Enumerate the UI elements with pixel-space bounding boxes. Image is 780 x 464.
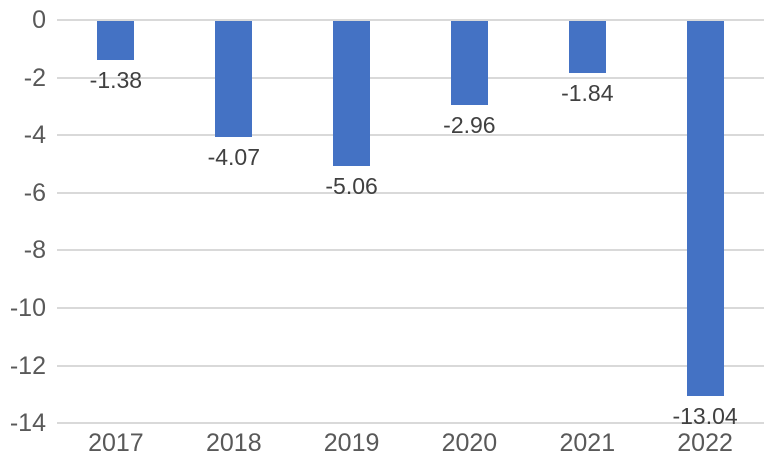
bar-value-label: -1.38: [89, 66, 143, 93]
bar-2022: [686, 21, 724, 396]
gridline: [57, 364, 764, 367]
y-tick-label: 0: [32, 6, 46, 34]
bar-2019: [333, 21, 371, 166]
y-tick-label: -2: [23, 63, 46, 92]
bar-value-label: -1.84: [561, 80, 614, 106]
y-tick-label: -14: [9, 409, 46, 438]
bar-value-label: -5.06: [325, 172, 378, 199]
x-tick-label: 2019: [323, 429, 380, 457]
gridline: [57, 307, 764, 309]
x-tick-label: 2021: [559, 429, 616, 457]
gridline: [57, 422, 764, 425]
gridline: [57, 19, 764, 21]
x-tick-label: 2020: [441, 429, 498, 457]
y-tick-label: -8: [23, 236, 46, 265]
y-tick-label: -12: [9, 351, 46, 380]
x-tick-label: 2022: [677, 429, 733, 457]
x-tick-label: 2018: [205, 429, 262, 457]
bar-value-label: -4.07: [207, 144, 261, 171]
bar-2018: [215, 21, 253, 138]
y-tick-label: -6: [23, 178, 46, 207]
bar-2017: [97, 21, 135, 60]
y-tick-label: -4: [23, 121, 46, 150]
y-tick-label: -10: [9, 294, 46, 322]
bar-2021: [568, 21, 606, 73]
bar-2020: [450, 21, 488, 106]
gridline: [57, 76, 764, 79]
gridline: [57, 134, 764, 137]
x-tick-label: 2017: [88, 429, 144, 457]
gridline: [57, 249, 764, 252]
gridline: [57, 191, 764, 194]
bar-value-label: -2.96: [443, 112, 496, 139]
bar-value-label: -13.04: [672, 402, 738, 429]
